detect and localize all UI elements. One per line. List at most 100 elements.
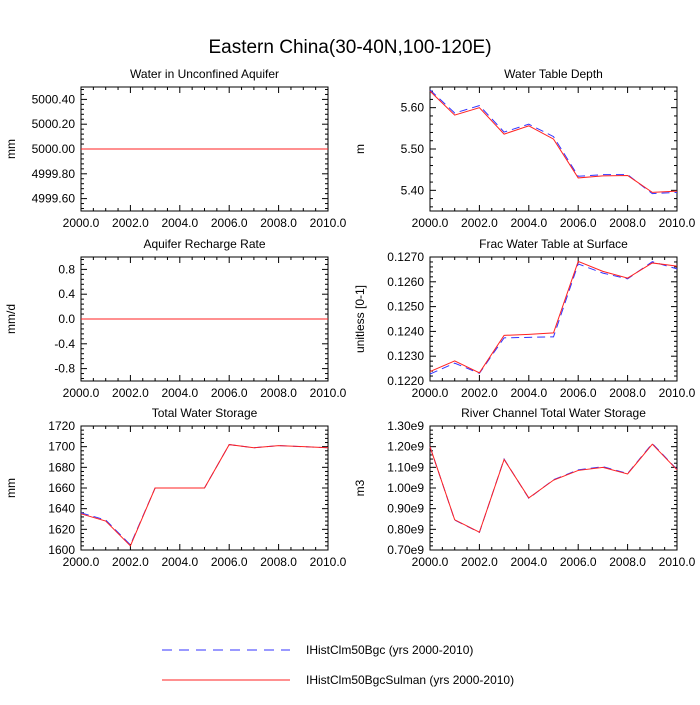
panel-1: Water Table Depth m 2000.0 2002.0 2004.0 2006…	[353, 67, 696, 230]
x-tick-label: 2000.0	[63, 555, 100, 569]
x-tick-label: 2010.0	[659, 386, 696, 400]
x-tick-label: 2008.0	[260, 386, 297, 400]
y-tick-label: 5.60	[401, 101, 425, 115]
y-tick-label: 1700	[48, 440, 75, 454]
x-tick-label: 2002.0	[112, 216, 149, 230]
x-tick-label: 2006.0	[560, 555, 597, 569]
y-axis-label: m	[353, 144, 367, 154]
panel-title: Total Water Storage	[152, 406, 258, 420]
x-tick-label: 2004.0	[161, 386, 198, 400]
y-tick-label: 0.80e9	[387, 522, 424, 536]
series-line-ihistclm50bgc	[429, 442, 678, 534]
y-tick-label: 5.40	[401, 183, 425, 197]
x-tick-label: 2006.0	[560, 216, 597, 230]
x-tick-label: 2002.0	[112, 386, 149, 400]
y-tick-label: 5000.40	[32, 92, 76, 106]
panel-5: River Channel Total Water Storage m3 2000.…	[353, 406, 696, 569]
x-tick-label: 2004.0	[510, 216, 547, 230]
legend: IHistClm50Bgc (yrs 2000-2010) IHistClm50…	[162, 643, 514, 687]
y-tick-label: 5000.20	[32, 117, 76, 131]
y-tick-label: 1.20e9	[387, 440, 424, 454]
panel-0: Water in Unconfined Aquifer mm 2000.0 2002.…	[4, 67, 347, 230]
x-tick-label: 2010.0	[310, 216, 347, 230]
series-line-ihistclm50bgc	[429, 261, 678, 375]
y-tick-label: 5.50	[401, 142, 425, 156]
y-tick-label: 1620	[48, 522, 75, 536]
x-tick-label: 2008.0	[609, 555, 646, 569]
y-tick-label: 1640	[48, 502, 75, 516]
plot-frame	[429, 256, 678, 382]
series-line-ihistclm50bgc	[80, 444, 329, 546]
y-tick-label: 0.90e9	[387, 502, 424, 516]
x-tick-label: 2008.0	[260, 216, 297, 230]
x-tick-label: 2006.0	[211, 216, 248, 230]
y-axis-label: mm/d	[4, 304, 18, 334]
x-tick-label: 2010.0	[659, 555, 696, 569]
y-axis-label: mm	[4, 478, 18, 498]
x-tick-label: 2000.0	[63, 216, 100, 230]
x-tick-label: 2004.0	[161, 555, 198, 569]
y-tick-label: 0.8	[58, 262, 75, 276]
x-tick-label: 2010.0	[310, 555, 347, 569]
x-tick-label: 2010.0	[310, 386, 347, 400]
x-tick-label: 2006.0	[211, 555, 248, 569]
x-tick-label: 2000.0	[412, 386, 449, 400]
panel-3: Frac Water Table at Surface unitless [0-1…	[353, 237, 696, 400]
panel-title: Aquifer Recharge Rate	[143, 237, 265, 251]
x-tick-label: 2000.0	[63, 386, 100, 400]
x-tick-label: 2004.0	[510, 386, 547, 400]
x-tick-label: 2002.0	[461, 216, 498, 230]
plot-frame	[429, 86, 678, 212]
y-tick-label: 1.10e9	[387, 460, 424, 474]
y-axis-label: unitless [0-1]	[353, 285, 367, 353]
y-axis-label: mm	[4, 139, 18, 159]
x-tick-label: 2010.0	[659, 216, 696, 230]
y-tick-label: 0.1220	[387, 374, 424, 388]
y-tick-label: 0.70e9	[387, 543, 424, 557]
y-tick-label: 0.0	[58, 312, 75, 326]
y-tick-label: 0.1270	[387, 250, 424, 264]
y-tick-label: 1600	[48, 543, 75, 557]
panel-grid: Water in Unconfined Aquifer mm 2000.0 2002.…	[4, 67, 696, 569]
x-tick-label: 2002.0	[461, 555, 498, 569]
figure-title: Eastern China(30-40N,100-120E)	[208, 37, 491, 58]
x-tick-label: 2004.0	[510, 555, 547, 569]
series-line-ihistclm50bgc	[429, 89, 678, 195]
y-tick-label: 1680	[48, 460, 75, 474]
y-tick-label: 4999.60	[32, 192, 76, 206]
panel-title: Water in Unconfined Aquifer	[130, 67, 279, 81]
panel-title: Frac Water Table at Surface	[479, 237, 628, 251]
x-tick-label: 2002.0	[112, 555, 149, 569]
x-tick-label: 2008.0	[609, 216, 646, 230]
y-tick-label: -0.4	[54, 337, 75, 351]
y-tick-label: 4999.80	[32, 167, 76, 181]
x-tick-label: 2004.0	[161, 216, 198, 230]
y-axis-label: m3	[353, 479, 367, 496]
series-line-ihistclm50bgcsulman	[80, 444, 329, 547]
x-tick-label: 2006.0	[560, 386, 597, 400]
y-tick-label: 0.1240	[387, 324, 424, 338]
panel-title: River Channel Total Water Storage	[461, 406, 646, 420]
y-tick-label: 0.1230	[387, 349, 424, 363]
series-line-ihistclm50bgcsulman	[429, 443, 678, 533]
plot-frame	[429, 425, 678, 551]
legend-label-series-b: IHistClm50BgcSulman (yrs 2000-2010)	[306, 673, 514, 687]
y-tick-label: 0.4	[58, 287, 75, 301]
x-tick-label: 2002.0	[461, 386, 498, 400]
y-tick-label: 0.1260	[387, 275, 424, 289]
panel-4: Total Water Storage mm 2000.0 2002.0 2004.0 2…	[4, 406, 347, 569]
x-tick-label: 2006.0	[211, 386, 248, 400]
y-tick-label: 0.1250	[387, 300, 424, 314]
y-tick-label: -0.8	[54, 362, 75, 376]
series-line-ihistclm50bgcsulman	[429, 260, 678, 374]
panel-2: Aquifer Recharge Rate mm/d 2000.0 2002.0 200…	[4, 237, 347, 400]
panel-title: Water Table Depth	[504, 67, 603, 81]
legend-label-series-a: IHistClm50Bgc (yrs 2000-2010)	[306, 643, 473, 657]
x-tick-label: 2008.0	[609, 386, 646, 400]
series-line-ihistclm50bgcsulman	[429, 90, 678, 193]
y-tick-label: 1.00e9	[387, 481, 424, 495]
y-tick-label: 1660	[48, 481, 75, 495]
y-tick-label: 5000.00	[32, 142, 76, 156]
